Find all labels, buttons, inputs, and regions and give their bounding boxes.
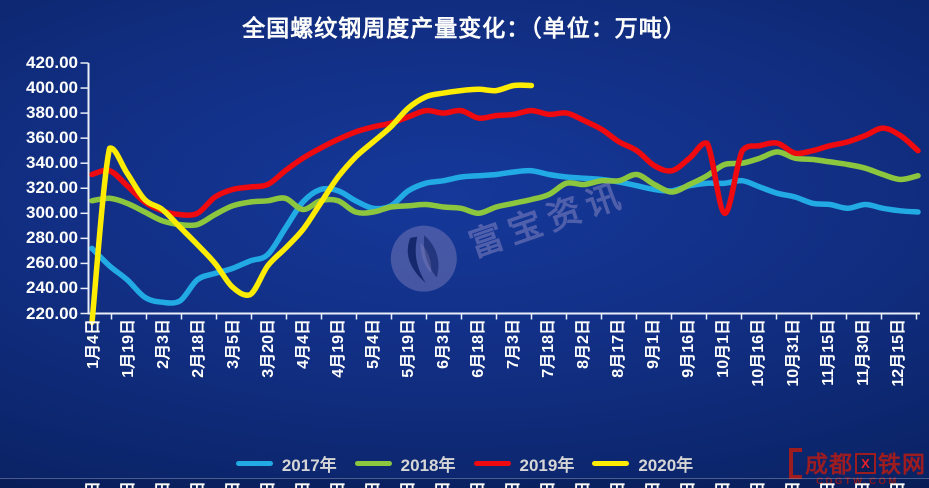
legend-swatch — [235, 461, 273, 466]
legend-swatch — [592, 461, 630, 466]
x-axis-label: 4月4日 — [295, 481, 313, 488]
x-axis-label: 5月19日 — [400, 481, 418, 488]
corner-watermark: 成都 X 铁网 CDGTW.COM — [789, 448, 926, 487]
series-line-2020年 — [89, 82, 535, 326]
x-axis-label: 5月19日 — [400, 319, 417, 378]
x-axis-label: 9月1日 — [645, 481, 663, 488]
x-axis-label: 11月30日 — [855, 481, 873, 488]
y-axis-label: 420.00 — [26, 53, 78, 72]
y-axis-label: 220.00 — [26, 303, 78, 323]
x-axis-label: 2月3日 — [155, 481, 173, 488]
series-line-2018年 — [89, 149, 921, 229]
x-axis-label: 7月18日 — [540, 481, 558, 488]
series-line-2019年 — [89, 107, 921, 218]
series-line-2017年 — [89, 167, 921, 306]
corner-watermark-text-right: 铁网 — [878, 450, 926, 477]
corner-watermark-domain: CDGTW.COM — [816, 476, 899, 487]
y-axis-label: 360.00 — [26, 128, 78, 148]
x-axis-label: 6月3日 — [435, 319, 452, 369]
corner-watermark-text-left: 成都 — [805, 450, 853, 477]
x-axis-label: 8月17日 — [610, 481, 628, 488]
x-axis-label: 2月18日 — [190, 481, 208, 488]
y-axis-label: 300.00 — [26, 203, 78, 223]
x-axis-label: 5月4日 — [365, 319, 382, 369]
x-axis-label: 11月15日 — [820, 481, 838, 488]
y-axis-label: 240.00 — [26, 278, 78, 298]
x-axis-label: 12月15日 — [890, 481, 908, 488]
x-axis-label: 9月1日 — [645, 319, 662, 369]
x-axis-label: 11月30日 — [855, 319, 872, 386]
legend-label: 2019年 — [519, 456, 575, 475]
legend-label: 2017年 — [281, 456, 337, 475]
chart-title: 全国螺纹钢周度产量变化：（单位：万吨） — [242, 15, 687, 41]
y-axis-label: 340.00 — [26, 153, 78, 173]
y-axis-label: 260.00 — [26, 253, 78, 273]
legend-swatch — [473, 461, 511, 466]
x-axis-label: 6月3日 — [435, 481, 453, 488]
x-axis-label: 3月5日 — [225, 481, 243, 488]
legend-swatch — [354, 461, 392, 466]
x-axis-label: 10月1日 — [715, 319, 732, 378]
x-axis-label: 4月19日 — [330, 481, 348, 488]
x-axis-label: 8月2日 — [575, 319, 592, 369]
x-axis-label: 9月16日 — [680, 481, 698, 488]
x-axis-label: 12月15日 — [890, 319, 907, 387]
x-axis-label: 1月19日 — [120, 319, 137, 378]
corner-watermark-row: 成都 X 铁网 — [789, 448, 926, 479]
x-axis-label: 4月19日 — [330, 319, 347, 378]
x-axis-label: 10月31日 — [785, 481, 803, 488]
corner-x-badge-icon: X — [855, 453, 876, 474]
x-axis-label: 6月18日 — [470, 481, 488, 488]
legend-label: 2020年 — [638, 456, 694, 475]
x-axis-label: 3月5日 — [225, 319, 242, 369]
x-axis-label: 2月3日 — [155, 319, 172, 369]
x-axis-label: 1月4日 — [85, 481, 103, 488]
x-axis-label: 7月18日 — [540, 319, 557, 378]
x-axis-label: 3月20日 — [260, 481, 278, 488]
x-axis-label: 10月31日 — [785, 319, 802, 387]
legend-item-2017年: 2017年 — [235, 451, 337, 476]
x-axis-label: 9月16日 — [680, 319, 697, 378]
x-axis-label: 2月18日 — [190, 319, 207, 378]
x-axis-label: 11月15日 — [820, 319, 837, 386]
x-axis-label: 10月16日 — [750, 319, 767, 387]
y-axis-label: 380.00 — [26, 103, 78, 123]
chart-legend: 2017年 2018年 2019年 2020年 — [0, 451, 929, 476]
y-axis-label: 280.00 — [26, 228, 78, 248]
x-axis-label: 4月4日 — [295, 319, 312, 369]
legend-item-2019年: 2019年 — [473, 451, 575, 476]
legend-label: 2018年 — [400, 456, 456, 475]
bottom-clipped-label-strip: 1月4日 1月19日 2月3日 2月18日 3月5日 3月20日 4月4日 4月19日 5月4日… — [0, 478, 929, 488]
legend-item-2018年: 2018年 — [354, 451, 456, 476]
corner-bracket-icon — [789, 448, 802, 479]
x-axis-label: 8月2日 — [575, 481, 593, 488]
x-axis-label: 8月17日 — [610, 319, 627, 378]
y-axis-label: 320.00 — [26, 178, 78, 198]
x-axis-label: 1月19日 — [120, 481, 138, 488]
legend-item-2020年: 2020年 — [592, 451, 693, 476]
x-axis-label: 3月20日 — [260, 319, 277, 378]
x-axis-label: 10月16日 — [750, 481, 768, 488]
x-axis-label: 1月4日 — [85, 319, 102, 369]
x-axis-label: 7月3日 — [505, 481, 523, 488]
x-axis-label: 5月4日 — [365, 481, 383, 488]
x-axis-label: 6月18日 — [470, 319, 487, 378]
x-axis-label: 10月1日 — [715, 481, 733, 488]
y-axis-label: 400.00 — [26, 78, 78, 98]
x-axis-label: 7月3日 — [505, 319, 522, 369]
